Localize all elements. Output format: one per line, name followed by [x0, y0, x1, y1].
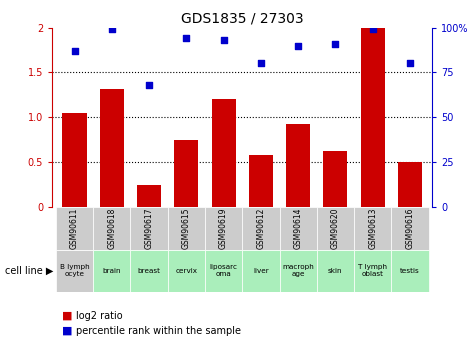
Bar — [168, 207, 205, 250]
Text: GSM90612: GSM90612 — [256, 208, 266, 249]
Point — [145, 82, 153, 88]
Text: GSM90611: GSM90611 — [70, 208, 79, 249]
Bar — [286, 125, 310, 207]
Text: macroph
age: macroph age — [282, 264, 314, 277]
Bar — [323, 151, 348, 207]
Point — [369, 27, 377, 32]
Point — [294, 43, 302, 48]
Bar — [205, 250, 242, 292]
Text: brain: brain — [103, 268, 121, 274]
Bar — [317, 207, 354, 250]
Bar — [242, 207, 279, 250]
Text: breast: breast — [138, 268, 161, 274]
Bar — [391, 250, 428, 292]
Bar — [56, 250, 93, 292]
Text: skin: skin — [328, 268, 342, 274]
Text: GSM90613: GSM90613 — [368, 208, 377, 249]
Bar — [279, 207, 317, 250]
Text: GSM90619: GSM90619 — [219, 208, 228, 249]
Text: GSM90618: GSM90618 — [107, 208, 116, 249]
Point — [257, 61, 265, 66]
Text: GSM90617: GSM90617 — [144, 208, 153, 249]
Text: cervix: cervix — [175, 268, 198, 274]
Bar — [317, 250, 354, 292]
Bar — [249, 155, 273, 207]
Bar — [137, 185, 161, 207]
Bar — [100, 89, 124, 207]
Point — [71, 48, 78, 54]
Bar — [93, 250, 131, 292]
Bar — [354, 250, 391, 292]
Bar — [354, 207, 391, 250]
Text: GSM90620: GSM90620 — [331, 208, 340, 249]
Bar — [279, 250, 317, 292]
Point — [108, 27, 115, 32]
Point — [332, 41, 339, 47]
Bar — [93, 207, 131, 250]
Text: GSM90615: GSM90615 — [182, 208, 191, 249]
Text: cell line ▶: cell line ▶ — [5, 266, 53, 276]
Text: liposarc
oma: liposarc oma — [209, 264, 238, 277]
Text: liver: liver — [253, 268, 269, 274]
Bar — [63, 113, 87, 207]
Bar — [168, 250, 205, 292]
Title: GDS1835 / 27303: GDS1835 / 27303 — [181, 11, 304, 25]
Bar — [56, 207, 93, 250]
Bar — [398, 162, 422, 207]
Bar — [174, 140, 199, 207]
Bar — [205, 207, 242, 250]
Bar — [391, 207, 428, 250]
Text: percentile rank within the sample: percentile rank within the sample — [76, 326, 241, 335]
Point — [220, 37, 228, 43]
Text: T lymph
oblast: T lymph oblast — [358, 264, 387, 277]
Text: ■: ■ — [62, 311, 72, 321]
Bar — [242, 250, 279, 292]
Text: GSM90614: GSM90614 — [294, 208, 303, 249]
Text: GSM90616: GSM90616 — [405, 208, 414, 249]
Text: log2 ratio: log2 ratio — [76, 311, 123, 321]
Text: ■: ■ — [62, 326, 72, 335]
Bar — [361, 28, 385, 207]
Point — [406, 61, 414, 66]
Text: B lymph
ocyte: B lymph ocyte — [60, 264, 89, 277]
Bar — [131, 250, 168, 292]
Bar — [131, 207, 168, 250]
Text: testis: testis — [400, 268, 420, 274]
Point — [182, 36, 190, 41]
Bar — [211, 99, 236, 207]
